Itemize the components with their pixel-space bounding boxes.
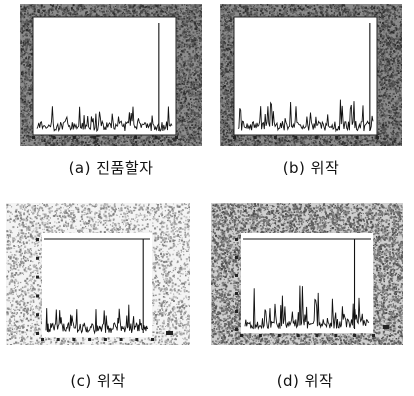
frame-texture-a xyxy=(20,4,202,146)
ticks-a xyxy=(32,136,178,139)
caption-b: (b) 위작 xyxy=(282,159,340,177)
marker-c xyxy=(166,331,173,335)
panel-c xyxy=(6,203,190,345)
plot-area-c xyxy=(42,233,152,337)
plot-d xyxy=(211,203,403,345)
ticks-c xyxy=(36,238,154,341)
caption-c: (c) 위작 xyxy=(70,372,126,390)
plot-area-b xyxy=(233,16,378,136)
plot-c xyxy=(6,203,190,345)
signal-b xyxy=(237,99,374,133)
marker-d xyxy=(383,325,389,329)
signal-c xyxy=(45,304,149,335)
frame-texture-d xyxy=(211,203,403,345)
panel-d xyxy=(211,203,403,345)
plot-a xyxy=(20,4,202,146)
signal-d xyxy=(244,285,370,331)
plot-b xyxy=(220,4,402,146)
frame-texture-c xyxy=(6,203,190,345)
frame-texture-b xyxy=(220,4,402,146)
ticks-b xyxy=(233,136,379,139)
ticks-d xyxy=(235,238,375,337)
caption-d: (d) 위작 xyxy=(276,372,334,390)
panel-b xyxy=(220,4,402,146)
signal-a xyxy=(36,106,173,133)
plot-area-a xyxy=(32,16,177,136)
caption-a: (a) 진품할자 xyxy=(68,159,154,177)
panel-a xyxy=(20,4,202,146)
